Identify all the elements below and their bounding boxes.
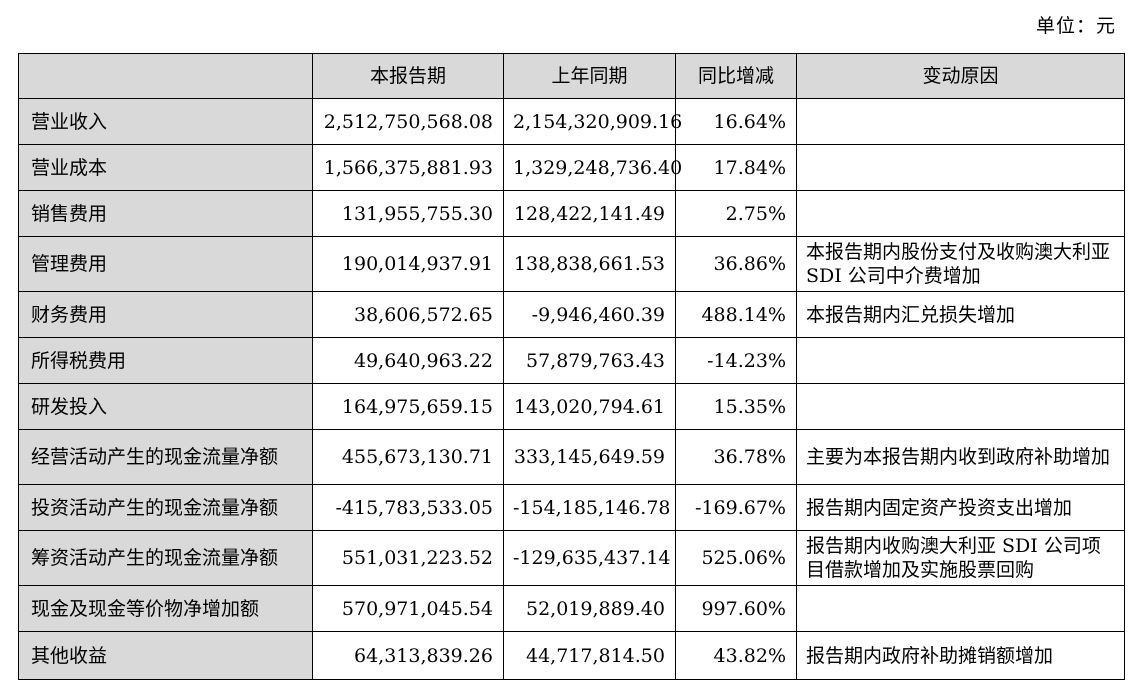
row-item: 销售费用 [18,190,313,237]
row-change: -14.23% [675,337,797,384]
row-change: 2.75% [675,190,797,237]
row-change: -169.67% [675,484,797,531]
table-row: 现金及现金等价物净增加额 570,971,045.54 52,019,889.4… [18,585,1125,632]
row-previous: 128,422,141.49 [503,190,676,237]
row-item: 管理费用 [18,236,313,292]
row-previous: -129,635,437.14 [503,530,676,586]
table-row: 管理费用 190,014,937.91 138,838,661.53 36.86… [18,236,1125,292]
table-row: 投资活动产生的现金流量净额 -415,783,533.05 -154,185,1… [18,484,1125,531]
table-header-row: 本报告期 上年同期 同比增减 变动原因 [18,53,1125,99]
row-current: 570,971,045.54 [312,585,504,632]
row-reason: 主要为本报告期内收到政府补助增加 [796,429,1125,485]
row-previous: 138,838,661.53 [503,236,676,292]
row-reason [796,337,1125,384]
row-current: 551,031,223.52 [312,530,504,586]
row-current: 2,512,750,568.08 [312,98,504,145]
row-change: 488.14% [675,291,797,338]
financial-table: 本报告期 上年同期 同比增减 变动原因 营业收入 2,512,750,568.0… [18,53,1125,680]
header-change-reason: 变动原因 [796,53,1125,99]
row-change: 36.86% [675,236,797,292]
row-item: 经营活动产生的现金流量净额 [18,429,313,485]
row-change: 525.06% [675,530,797,586]
unit-label: 单位：元 [1035,15,1116,37]
row-reason: 本报告期内股份支付及收购澳大利亚 SDI 公司中介费增加 [796,236,1125,292]
row-change: 997.60% [675,585,797,632]
row-reason [796,585,1125,632]
table-row: 其他收益 64,313,839.26 44,717,814.50 43.82% … [18,631,1125,680]
row-current: 1,566,375,881.93 [312,144,504,191]
row-current: 38,606,572.65 [312,291,504,338]
row-reason [796,190,1125,237]
table-row: 经营活动产生的现金流量净额 455,673,130.71 333,145,649… [18,429,1125,485]
row-change: 43.82% [675,631,797,680]
row-item: 现金及现金等价物净增加额 [18,585,313,632]
table-row: 研发投入 164,975,659.15 143,020,794.61 15.35… [18,383,1125,430]
row-previous: -154,185,146.78 [503,484,676,531]
table-row: 销售费用 131,955,755.30 128,422,141.49 2.75% [18,190,1125,237]
row-item: 营业成本 [18,144,313,191]
row-reason: 报告期内固定资产投资支出增加 [796,484,1125,531]
row-previous: 333,145,649.59 [503,429,676,485]
row-previous: 44,717,814.50 [503,631,676,680]
row-item: 所得税费用 [18,337,313,384]
row-current: 131,955,755.30 [312,190,504,237]
row-item: 投资活动产生的现金流量净额 [18,484,313,531]
table-row: 所得税费用 49,640,963.22 57,879,763.43 -14.23… [18,337,1125,384]
row-previous: 1,329,248,736.40 [503,144,682,191]
row-item: 筹资活动产生的现金流量净额 [18,530,313,586]
row-change: 36.78% [675,429,797,485]
row-reason [796,98,1125,145]
table-row: 财务费用 38,606,572.65 -9,946,460.39 488.14%… [18,291,1125,338]
table-row: 营业成本 1,566,375,881.93 1,329,248,736.40 1… [18,144,1125,191]
row-change: 16.64% [675,98,797,145]
row-reason [796,144,1125,191]
header-previous-period: 上年同期 [503,53,676,99]
header-yoy-change: 同比增减 [675,53,797,99]
row-change: 17.84% [675,144,797,191]
header-item [18,53,313,99]
row-item: 财务费用 [18,291,313,338]
row-change: 15.35% [675,383,797,430]
row-reason: 报告期内政府补助摊销额增加 [796,631,1125,680]
row-previous: 143,020,794.61 [503,383,676,430]
row-reason [796,383,1125,430]
row-previous: 52,019,889.40 [503,585,676,632]
row-current: 455,673,130.71 [312,429,504,485]
row-previous: 2,154,320,909.16 [503,98,682,145]
header-current-period: 本报告期 [312,53,504,99]
table-row: 筹资活动产生的现金流量净额 551,031,223.52 -129,635,43… [18,530,1125,586]
row-item: 其他收益 [18,631,313,680]
table-row: 营业收入 2,512,750,568.08 2,154,320,909.16 1… [18,98,1125,145]
row-reason: 报告期内收购澳大利亚 SDI 公司项目借款增加及实施股票回购 [796,530,1125,586]
row-current: 64,313,839.26 [312,631,504,680]
row-current: -415,783,533.05 [312,484,504,531]
row-current: 190,014,937.91 [312,236,504,292]
row-item: 营业收入 [18,98,313,145]
row-current: 49,640,963.22 [312,337,504,384]
row-reason: 本报告期内汇兑损失增加 [796,291,1125,338]
row-previous: 57,879,763.43 [503,337,676,384]
row-previous: -9,946,460.39 [503,291,676,338]
row-item: 研发投入 [18,383,313,430]
row-current: 164,975,659.15 [312,383,504,430]
